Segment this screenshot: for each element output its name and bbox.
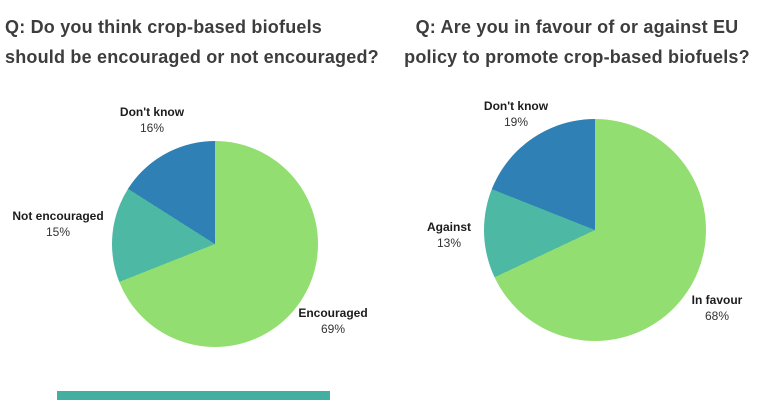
left-chart-title-line2: should be encouraged or not encouraged? xyxy=(5,47,379,67)
slice-percentage: 15% xyxy=(45,225,71,239)
slice-label-dont-know-right: Don't know 19% xyxy=(456,98,576,130)
left-chart-title-line1: Q: Do you think crop-based biofuels xyxy=(5,17,323,37)
slice-percentage: 19% xyxy=(503,115,529,129)
slice-name: Don't know xyxy=(483,99,549,113)
slice-percentage: 68% xyxy=(704,309,730,323)
slice-name: Encouraged xyxy=(298,306,368,320)
right-chart-title-line2: policy to promote crop-based biofuels? xyxy=(404,47,750,67)
slice-label-not-encouraged: Not encouraged 15% xyxy=(0,208,118,240)
slice-percentage: 69% xyxy=(320,322,346,336)
slice-percentage: 16% xyxy=(139,121,165,135)
right-chart-title-line1: Q: Are you in favour of or against EU xyxy=(415,17,739,37)
slice-name: Don't know xyxy=(119,105,185,119)
pie-chart-eu-policy xyxy=(484,119,706,341)
slice-percentage: 13% xyxy=(436,236,462,250)
slice-label-against: Against 13% xyxy=(389,219,509,251)
left-chart-title: Q: Do you think crop-based biofuels shou… xyxy=(5,12,407,72)
horizontal-scrollbar-thumb[interactable] xyxy=(57,391,330,400)
slice-name: Against xyxy=(426,220,471,234)
slice-label-dont-know-left: Don't know 16% xyxy=(92,104,212,136)
slice-label-encouraged: Encouraged 69% xyxy=(273,305,393,337)
right-chart-title: Q: Are you in favour of or against EU po… xyxy=(384,12,770,72)
slice-name: Not encouraged xyxy=(12,209,104,223)
slice-label-in-favour: In favour 68% xyxy=(657,292,770,324)
pie-chart-encouragement xyxy=(112,141,318,347)
slice-name: In favour xyxy=(691,293,743,307)
